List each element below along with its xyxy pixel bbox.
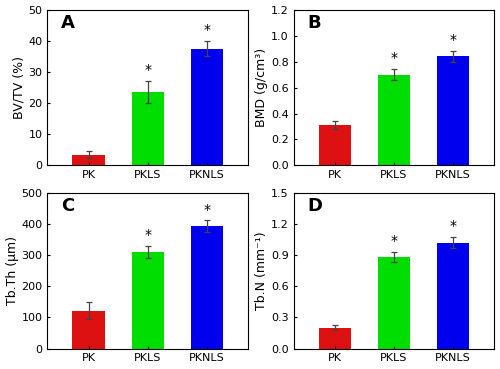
Bar bbox=[132, 252, 164, 349]
Text: *: * bbox=[450, 33, 456, 47]
Y-axis label: BV/TV (%): BV/TV (%) bbox=[12, 56, 26, 119]
Text: *: * bbox=[204, 23, 210, 37]
Bar bbox=[72, 155, 105, 165]
Text: *: * bbox=[390, 234, 398, 248]
Text: *: * bbox=[144, 63, 152, 77]
Bar bbox=[72, 311, 105, 349]
Text: C: C bbox=[62, 197, 74, 215]
Text: *: * bbox=[390, 51, 398, 65]
Text: *: * bbox=[450, 219, 456, 233]
Bar bbox=[437, 56, 470, 165]
Bar bbox=[378, 75, 410, 165]
Text: A: A bbox=[62, 14, 76, 32]
Y-axis label: BMD (g/cm³): BMD (g/cm³) bbox=[255, 48, 268, 127]
Text: *: * bbox=[144, 228, 152, 242]
Y-axis label: Tb.N (mm⁻¹): Tb.N (mm⁻¹) bbox=[255, 231, 268, 310]
Bar bbox=[190, 226, 223, 349]
Bar bbox=[190, 49, 223, 165]
Y-axis label: Tb.Th (μm): Tb.Th (μm) bbox=[6, 236, 18, 305]
Bar bbox=[318, 125, 351, 165]
Bar bbox=[318, 328, 351, 349]
Text: D: D bbox=[308, 197, 322, 215]
Text: B: B bbox=[308, 14, 321, 32]
Bar bbox=[132, 92, 164, 165]
Bar bbox=[437, 242, 470, 349]
Text: *: * bbox=[204, 203, 210, 217]
Bar bbox=[378, 257, 410, 349]
